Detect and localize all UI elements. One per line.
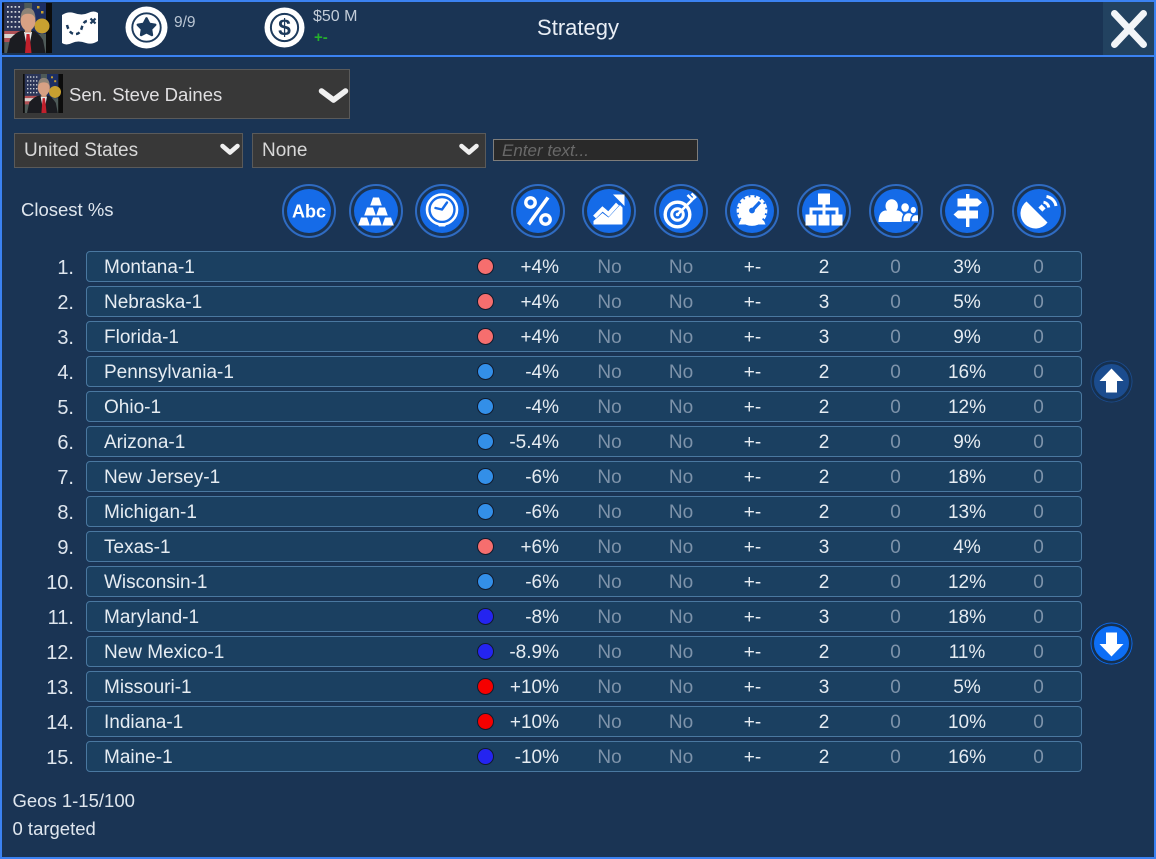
svg-text:$: $ [278, 15, 291, 41]
svg-text:Abc: Abc [292, 202, 326, 222]
